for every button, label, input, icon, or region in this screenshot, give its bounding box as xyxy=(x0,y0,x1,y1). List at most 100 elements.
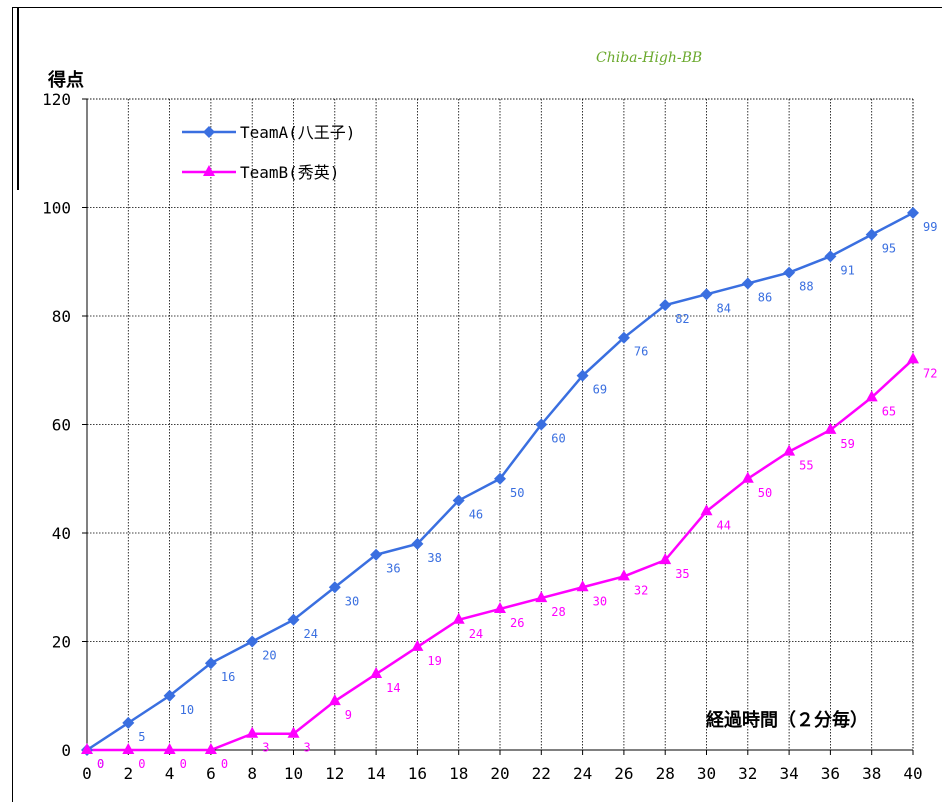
series-markers xyxy=(81,206,919,756)
data-point-team-b xyxy=(865,390,878,402)
y-tick-label: 80 xyxy=(52,307,71,326)
data-point-team-a xyxy=(783,266,796,279)
legend-marker-team-b xyxy=(203,165,215,176)
legend: TeamA(八王子) TeamB(秀英) xyxy=(182,123,355,182)
data-label-team-a: 60 xyxy=(551,432,565,446)
x-tick-labels: 0 2 4 6 8 10 12 14 16 18 20 22 24 26 28 30 32 34 36 38 40 xyxy=(82,764,922,783)
data-point-team-b xyxy=(163,743,176,754)
data-label-team-b: 30 xyxy=(593,594,607,608)
data-point-team-a xyxy=(411,537,424,550)
x-tick-label: 36 xyxy=(821,764,840,783)
data-label-team-b: 0 xyxy=(138,757,145,771)
data-point-team-b xyxy=(328,694,341,706)
x-tick-label: 26 xyxy=(614,764,633,783)
legend-item-team-b: TeamB(秀英) xyxy=(182,163,339,182)
data-label-team-a: 46 xyxy=(469,507,483,521)
data-label-team-b: 59 xyxy=(840,437,854,451)
x-tick-label: 18 xyxy=(449,764,468,783)
data-point-team-a xyxy=(452,494,465,507)
data-label-team-a: 0 xyxy=(97,757,104,771)
data-label-team-a: 84 xyxy=(717,301,731,315)
legend-marker-team-a xyxy=(203,126,215,138)
data-point-team-b xyxy=(411,639,424,651)
data-point-team-b xyxy=(81,743,93,754)
data-point-team-a xyxy=(576,369,589,382)
x-tick-label: 2 xyxy=(123,764,133,783)
data-point-team-b xyxy=(824,422,837,434)
data-point-team-b xyxy=(741,471,754,483)
data-point-team-a xyxy=(741,277,754,290)
data-label-team-a: 69 xyxy=(593,383,607,397)
data-point-team-b xyxy=(246,726,259,738)
x-tick-label: 16 xyxy=(408,764,427,783)
data-label-team-a: 91 xyxy=(840,263,854,277)
data-labels: 0510162024303638465060697682848688919599… xyxy=(97,220,937,771)
y-axis-title: 得点 xyxy=(47,69,84,91)
x-tick-label: 14 xyxy=(366,764,385,783)
data-point-team-a xyxy=(328,581,341,594)
data-label-team-a: 5 xyxy=(138,730,145,744)
legend-label-team-a: TeamA(八王子) xyxy=(240,123,355,142)
data-point-team-a xyxy=(659,299,672,312)
data-label-team-b: 44 xyxy=(717,518,731,532)
data-label-team-b: 19 xyxy=(427,654,441,668)
data-label-team-b: 26 xyxy=(510,616,524,630)
x-tick-label: 30 xyxy=(697,764,716,783)
y-tick-label: 120 xyxy=(42,90,71,109)
data-label-team-b: 55 xyxy=(799,459,813,473)
data-point-team-a xyxy=(617,331,630,344)
data-label-team-b: 0 xyxy=(221,757,228,771)
data-label-team-a: 38 xyxy=(427,551,441,565)
data-point-team-a xyxy=(535,418,548,431)
grid-lines xyxy=(87,98,914,750)
data-label-team-a: 95 xyxy=(882,242,896,256)
y-tick-label: 40 xyxy=(52,524,71,543)
data-label-team-b: 14 xyxy=(386,681,400,695)
data-label-team-a: 30 xyxy=(345,594,359,608)
data-label-team-b: 50 xyxy=(758,486,772,500)
data-label-team-a: 16 xyxy=(221,670,235,684)
x-tick-label: 6 xyxy=(206,764,216,783)
data-label-team-b: 35 xyxy=(675,567,689,581)
data-label-team-a: 50 xyxy=(510,486,524,500)
data-label-team-b: 0 xyxy=(97,757,104,771)
y-tick-labels: 0 20 40 60 80 100 120 xyxy=(42,90,71,760)
data-label-team-a: 86 xyxy=(758,290,772,304)
data-point-team-b xyxy=(122,743,135,754)
data-point-team-a xyxy=(907,206,919,219)
data-label-team-b: 72 xyxy=(923,366,937,380)
data-point-team-b xyxy=(494,601,506,613)
x-axis-title: 経過時間（２分毎） xyxy=(706,709,868,731)
data-point-team-a xyxy=(824,250,837,263)
data-label-team-b: 24 xyxy=(469,627,483,641)
data-point-team-a xyxy=(204,657,217,670)
data-point-team-b xyxy=(700,504,713,516)
data-label-team-a: 10 xyxy=(180,703,194,717)
data-point-team-a xyxy=(122,716,135,729)
data-point-team-b xyxy=(452,612,465,624)
x-tick-label: 20 xyxy=(490,764,509,783)
chart-frame xyxy=(12,7,942,802)
x-tick-label: 0 xyxy=(82,764,92,783)
x-tick-label: 40 xyxy=(903,764,922,783)
y-tick-label: 60 xyxy=(52,416,71,435)
data-point-team-a xyxy=(163,689,176,702)
x-tick-label: 28 xyxy=(656,764,675,783)
data-label-team-a: 20 xyxy=(262,649,276,663)
data-point-team-a xyxy=(370,548,383,561)
data-label-team-b: 3 xyxy=(304,741,311,755)
data-point-team-b xyxy=(287,726,300,738)
frame-left-bar xyxy=(13,8,19,190)
data-label-team-b: 0 xyxy=(180,757,187,771)
y-tick-label: 0 xyxy=(61,741,71,760)
legend-item-team-a: TeamA(八王子) xyxy=(182,123,355,142)
data-label-team-b: 3 xyxy=(262,741,269,755)
data-point-team-b xyxy=(576,580,589,592)
data-label-team-b: 9 xyxy=(345,708,352,722)
watermark: Chiba-High-BB xyxy=(596,50,702,66)
data-point-team-a xyxy=(287,613,300,626)
data-point-team-a xyxy=(700,288,713,301)
data-label-team-a: 88 xyxy=(799,280,813,294)
x-tick-label: 4 xyxy=(165,764,175,783)
